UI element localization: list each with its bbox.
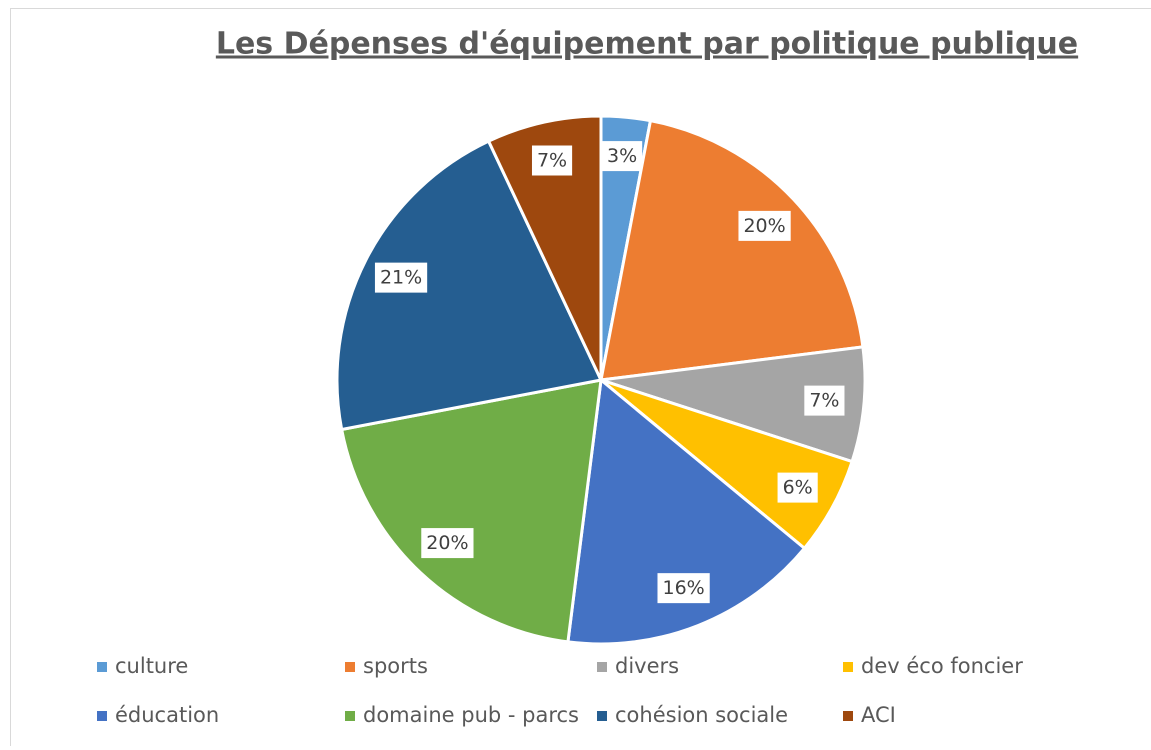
data-label: 16%	[662, 577, 704, 599]
legend-label: éducation	[115, 703, 219, 727]
data-label: 3%	[607, 145, 637, 167]
legend-label: dev éco foncier	[861, 654, 1023, 678]
legend-label: domaine pub - parcs	[363, 703, 579, 727]
data-label: 21%	[380, 267, 422, 289]
legend-label: cohésion sociale	[615, 703, 788, 727]
legend-swatch	[345, 711, 355, 721]
legend-swatch	[345, 662, 355, 672]
legend-swatch	[97, 711, 107, 721]
legend-swatch	[97, 662, 107, 672]
legend-label: sports	[363, 654, 428, 678]
data-label: 7%	[537, 150, 567, 172]
legend-label: divers	[615, 654, 679, 678]
data-label: 20%	[743, 215, 785, 237]
legend-swatch	[597, 711, 607, 721]
data-label: 7%	[809, 390, 839, 412]
legend-label: culture	[115, 654, 188, 678]
legend-swatch	[843, 662, 853, 672]
data-label: 20%	[426, 532, 468, 554]
legend-swatch	[843, 711, 853, 721]
legend-label: ACI	[861, 703, 896, 727]
data-label: 6%	[783, 477, 813, 499]
legend-swatch	[597, 662, 607, 672]
chart-title: Les Dépenses d'équipement par politique …	[216, 27, 1078, 62]
